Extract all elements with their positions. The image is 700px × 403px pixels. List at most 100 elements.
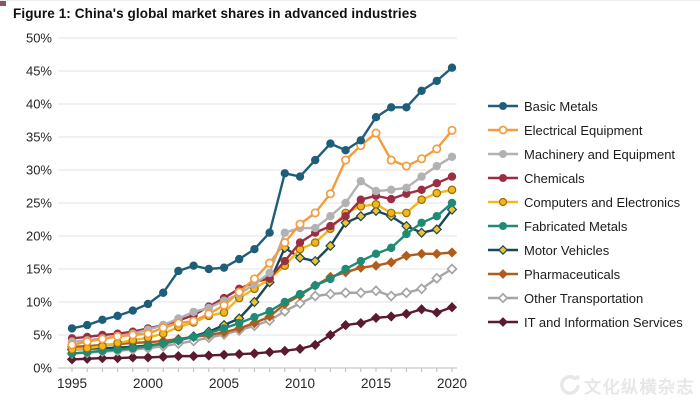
marker-computers-and-electronics xyxy=(219,308,229,317)
marker-basic-metals xyxy=(143,299,153,309)
marker-basic-metals xyxy=(219,263,229,272)
marker-fabricated-metals xyxy=(174,336,183,345)
marker-motor-vehicles xyxy=(370,205,382,217)
chart-legend: Basic Metals Electrical Equipment Machiner… xyxy=(487,94,683,334)
marker-basic-metals xyxy=(98,315,107,325)
legend-label: Motor Vehicles xyxy=(524,242,610,258)
marker-electrical-equipment xyxy=(265,258,275,268)
marker-electrical-equipment xyxy=(417,154,427,164)
y-tick-label: 35% xyxy=(26,130,52,145)
marker-pharmaceuticals xyxy=(498,269,508,279)
x-tick-label: 2010 xyxy=(285,376,315,391)
marker-other-transportation xyxy=(400,287,413,299)
legend-item-motor-vehicles: Motor Vehicles xyxy=(487,238,683,262)
legend-label: IT and Information Services xyxy=(524,314,683,330)
marker-machinery-and-equipment xyxy=(417,172,426,181)
marker-electrical-equipment xyxy=(295,219,305,229)
y-tick-label: 25% xyxy=(26,196,52,211)
marker-motor-vehicles xyxy=(340,217,351,229)
marker-motor-vehicles xyxy=(309,255,321,267)
marker-motor-vehicles xyxy=(416,227,427,238)
x-tick-label: 1995 xyxy=(57,376,87,391)
marker-computers-and-electronics xyxy=(402,208,411,218)
marker-basic-metals xyxy=(83,320,92,330)
marker-other-transportation xyxy=(324,288,337,300)
marker-computers-and-electronics xyxy=(371,200,381,209)
marker-it-and-information-services xyxy=(310,339,321,351)
marker-basic-metals xyxy=(387,103,396,112)
marker-basic-metals xyxy=(447,63,457,72)
y-tick-label: 5% xyxy=(33,328,52,343)
marker-pharmaceuticals xyxy=(355,262,366,273)
marker-it-and-information-services xyxy=(401,308,412,319)
marker-motor-vehicles xyxy=(325,240,336,252)
marker-basic-metals xyxy=(250,245,259,254)
legend-item-computers-and-electronics: Computers and Electronics xyxy=(487,190,683,214)
marker-pharmaceuticals xyxy=(249,318,260,329)
marker-fabricated-metals xyxy=(128,344,138,353)
marker-fabricated-metals xyxy=(356,256,365,266)
legend-marker-other-transportation-icon xyxy=(488,292,518,304)
marker-electrical-equipment xyxy=(280,238,290,248)
marker-chemicals xyxy=(326,221,335,231)
marker-basic-metals xyxy=(295,172,305,181)
marker-other-transportation xyxy=(339,287,352,299)
marker-it-and-information-services xyxy=(173,351,184,362)
marker-machinery-and-equipment xyxy=(387,185,396,195)
marker-motor-vehicles xyxy=(355,210,367,222)
marker-chemicals xyxy=(341,212,350,221)
marker-pharmaceuticals xyxy=(386,257,397,268)
marker-chemicals xyxy=(432,179,441,188)
x-tick-label: 2015 xyxy=(361,376,391,391)
marker-fabricated-metals xyxy=(295,289,305,299)
marker-fabricated-metals xyxy=(189,332,198,342)
marker-basic-metals xyxy=(128,306,138,315)
marker-computers-and-electronics xyxy=(432,188,442,198)
marker-motor-vehicles xyxy=(294,252,306,264)
marker-basic-metals xyxy=(417,86,426,96)
marker-electrical-equipment xyxy=(325,189,335,199)
marker-chemicals xyxy=(447,172,457,181)
y-tick-label: 30% xyxy=(26,163,52,178)
marker-basic-metals xyxy=(204,264,214,274)
legend-marker-chemicals-icon xyxy=(488,173,518,183)
marker-computers-and-electronics xyxy=(98,341,107,351)
marker-it-and-information-services xyxy=(234,349,245,360)
marker-it-and-information-services xyxy=(66,354,78,365)
y-tick-label: 40% xyxy=(26,97,52,112)
marker-fabricated-metals xyxy=(432,212,441,221)
legend-label: Fabricated Metals xyxy=(524,218,628,234)
marker-it-and-information-services xyxy=(142,352,154,363)
marker-basic-metals xyxy=(113,311,122,321)
marker-it-and-information-services xyxy=(112,352,123,364)
marker-basic-metals xyxy=(235,254,244,264)
legend-marker-computers-and-electronics-icon xyxy=(488,197,518,207)
marker-fabricated-metals xyxy=(417,218,426,228)
legend-label: Pharmaceuticals xyxy=(524,266,621,282)
watermark-text: 文化纵横杂志 xyxy=(584,378,695,398)
marker-basic-metals xyxy=(498,101,508,111)
legend-item-fabricated-metals: Fabricated Metals xyxy=(487,214,683,238)
marker-machinery-and-equipment xyxy=(280,228,289,237)
marker-machinery-and-equipment xyxy=(447,152,457,162)
marker-it-and-information-services xyxy=(294,343,306,354)
marker-electrical-equipment xyxy=(341,155,351,165)
marker-basic-metals xyxy=(189,261,198,270)
marker-pharmaceuticals xyxy=(416,248,427,259)
marker-it-and-information-services xyxy=(203,350,214,361)
marker-electrical-equipment xyxy=(189,316,199,326)
marker-basic-metals xyxy=(174,266,183,276)
marker-electrical-equipment xyxy=(386,155,396,165)
legend-label: Machinery and Equipment xyxy=(524,146,676,162)
marker-fabricated-metals xyxy=(204,328,214,338)
marker-other-transportation xyxy=(370,285,382,297)
marker-basic-metals xyxy=(67,324,77,333)
marker-electrical-equipment xyxy=(173,318,183,328)
marker-other-transportation xyxy=(279,305,291,317)
marker-electrical-equipment xyxy=(143,329,153,339)
marker-basic-metals xyxy=(341,146,350,155)
marker-fabricated-metals xyxy=(341,264,350,274)
marker-electrical-equipment xyxy=(219,300,229,310)
marker-it-and-information-services xyxy=(188,351,199,362)
legend-label: Computers and Electronics xyxy=(524,194,681,210)
